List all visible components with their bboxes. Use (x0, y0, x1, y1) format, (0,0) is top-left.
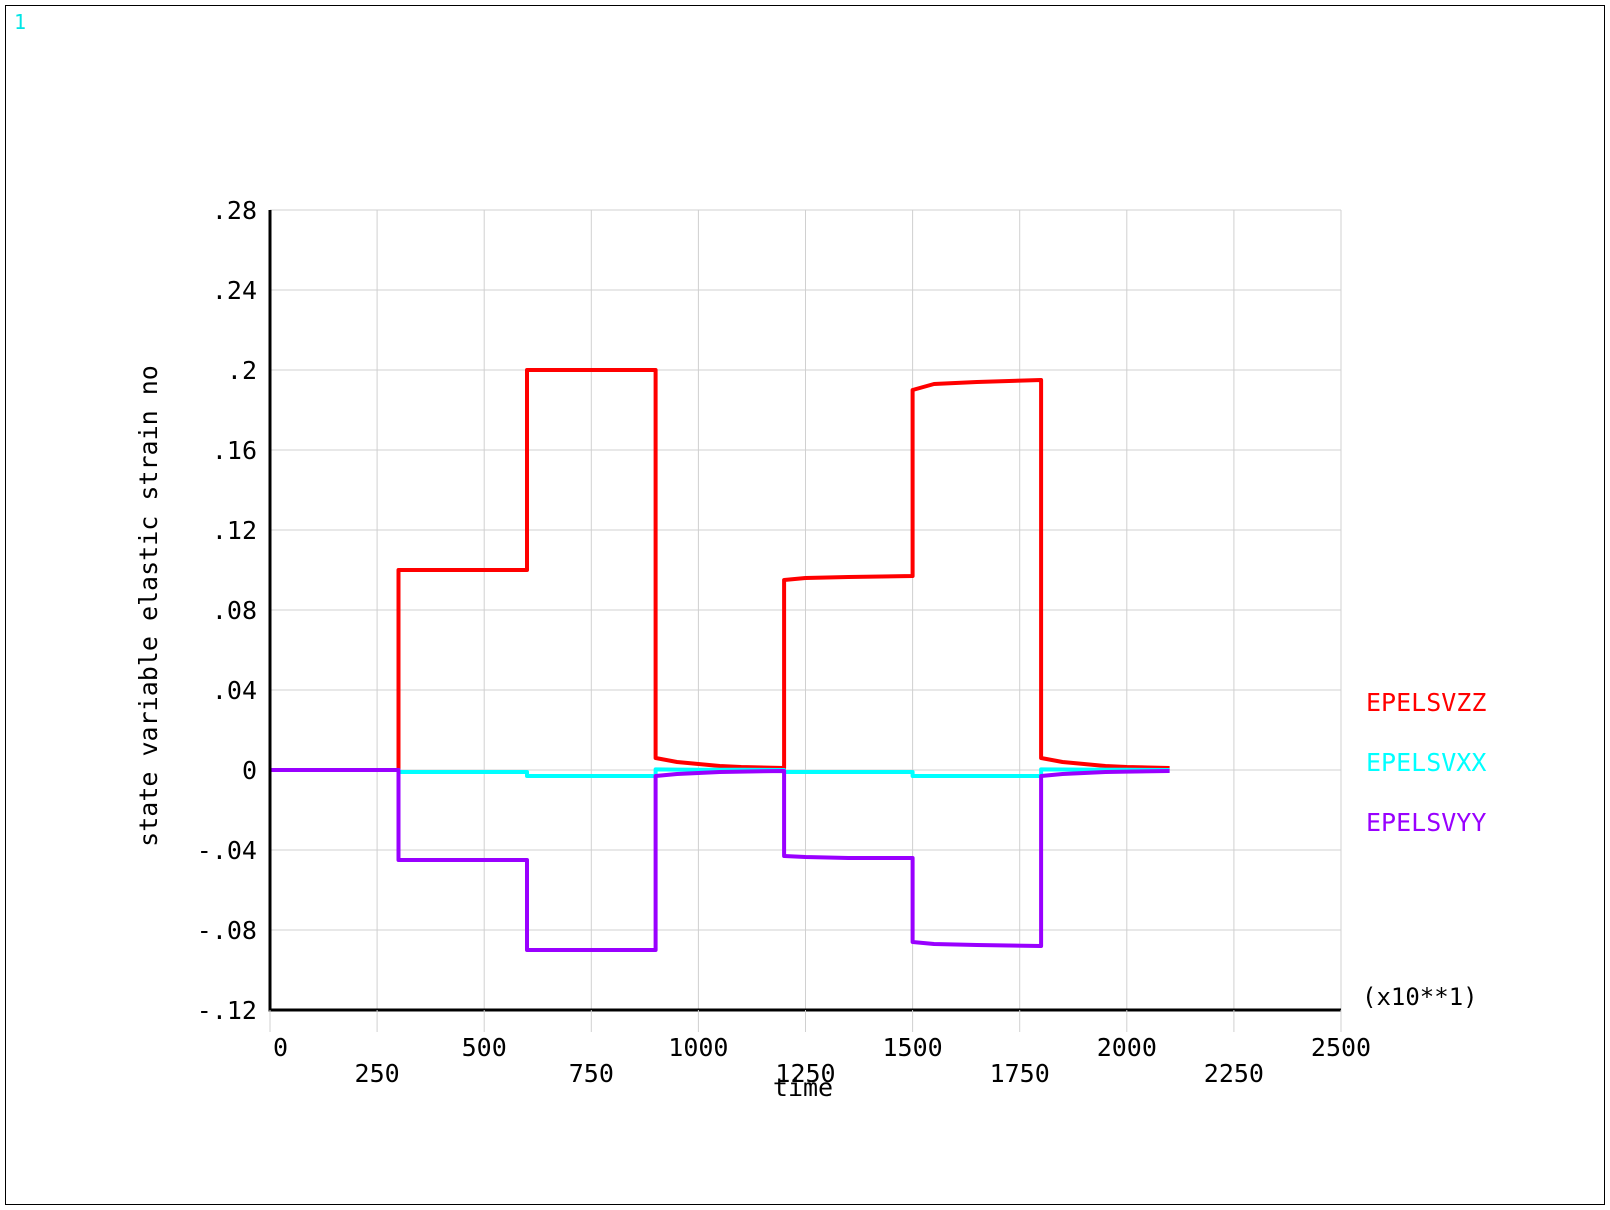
y-tick-label: -.08 (197, 916, 257, 945)
y-tick-label: .12 (212, 516, 257, 545)
x-tick-label: 2500 (1311, 1033, 1371, 1062)
y-tick-label: -.04 (197, 836, 257, 865)
legend-entry-epelsvyy: EPELSVYY (1366, 808, 1486, 837)
y-tick-label: .16 (212, 436, 257, 465)
y-axis-label: state variable elastic strain no (134, 365, 163, 847)
x-tick-label: 1250 (775, 1059, 835, 1088)
x-tick-label: 2000 (1097, 1033, 1157, 1062)
series-lines (270, 368, 1170, 952)
chart: 1 0 250 500 750 1000 1250 1500 1750 2000 2250 2500… (5, 5, 1605, 1205)
x-tick-label: 750 (569, 1059, 614, 1088)
window-number: 1 (14, 10, 26, 34)
x-tick-label: 250 (355, 1059, 400, 1088)
y-tick-label: 0 (242, 756, 257, 785)
legend-entry-epelsvzz: EPELSVZZ (1366, 688, 1486, 717)
y-tick-label: .24 (212, 276, 257, 305)
legend: EPELSVZZ EPELSVXX EPELSVYY (1366, 688, 1486, 837)
plot-window: 1 0 250 500 750 1000 1250 1500 1750 2000 2250 2500… (5, 5, 1605, 1205)
series-line-epelsvzz (270, 368, 1170, 772)
y-tick-label: .04 (212, 676, 257, 705)
legend-entry-epelsvxx: EPELSVXX (1366, 748, 1486, 777)
x-tick-label: 2250 (1204, 1059, 1264, 1088)
y-tick-label: .08 (212, 596, 257, 625)
x-tick-label: 1000 (668, 1033, 728, 1062)
x-tick-label: 1750 (990, 1059, 1050, 1088)
x-tick-label: 1500 (882, 1033, 942, 1062)
y-tick-label: -.12 (197, 996, 257, 1025)
tick-labels: 0 250 500 750 1000 1250 1500 1750 2000 2250 2500 -.… (197, 196, 1371, 1088)
y-tick-label: .2 (227, 356, 257, 385)
axes (268, 210, 1342, 1032)
x-tick-label: 0 (273, 1033, 288, 1062)
series-line-epelsvyy (270, 768, 1170, 952)
y-tick-label: .28 (212, 196, 257, 225)
x-axis-label: time (773, 1073, 833, 1102)
x-tick-label: 500 (462, 1033, 507, 1062)
x-multiplier-label: (x10**1) (1362, 983, 1478, 1011)
